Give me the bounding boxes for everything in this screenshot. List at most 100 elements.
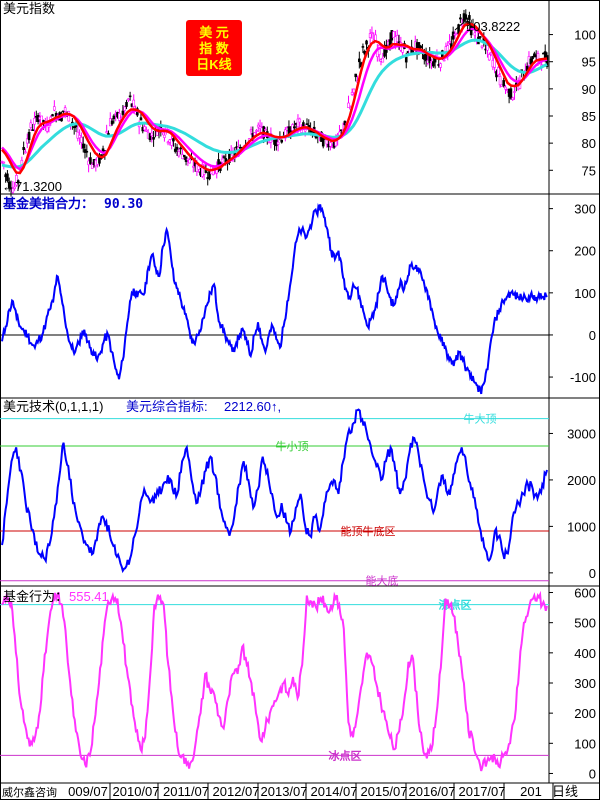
- y-tick-label-fund_behavior: 100: [574, 736, 596, 751]
- price-candle-body: [365, 40, 368, 45]
- price-candle-body: [128, 95, 132, 98]
- ref-label-bottom_big: 能大底: [366, 574, 399, 588]
- price-candle-body: [197, 165, 201, 170]
- date-tick-label: 2017/07: [459, 784, 506, 799]
- price-candle-body: [53, 106, 56, 111]
- ref-label-top_big: 牛大顶: [464, 412, 497, 426]
- price-candle-body: [329, 142, 332, 147]
- price-candle-body: [121, 110, 125, 115]
- price-candle-body: [15, 175, 18, 186]
- date-tick-label: 2011/07: [163, 784, 209, 799]
- price-candle-body: [256, 124, 260, 128]
- fund-power-title: 基金美指合力：: [2, 196, 94, 211]
- y-tick-label-fund_power: 200: [574, 244, 596, 259]
- price-moving-averages: [1, 22, 548, 175]
- price-candle-body: [513, 91, 516, 93]
- price-candle-body: [392, 31, 395, 38]
- price-candle-body: [298, 118, 302, 123]
- y-tick-label-tech: 2000: [567, 473, 596, 488]
- price-candle-body: [143, 126, 146, 131]
- price-candle-body: [112, 115, 116, 120]
- price-high-marker: [454, 21, 465, 31]
- price-candle-body: [284, 129, 287, 139]
- ref-label-top_small: 牛小顶: [276, 439, 309, 453]
- price-candle-body: [280, 139, 284, 143]
- price-candle-body: [439, 63, 442, 68]
- date-tick-label: 2013/07: [261, 784, 308, 799]
- price-candle-body: [105, 131, 108, 134]
- badge-line-1: 美 元: [199, 25, 229, 40]
- price-candle-body: [90, 164, 94, 169]
- price-candle-body: [352, 88, 356, 93]
- tech-index-line: [1, 408, 548, 574]
- date-tick-label: 2012/07: [213, 784, 260, 799]
- price-candle-body: [255, 130, 258, 132]
- indicator-lines: [1, 203, 548, 772]
- price-candle-body: [478, 36, 482, 38]
- price-candle-body: [145, 130, 148, 132]
- price-candle-body: [404, 56, 408, 63]
- price-candle-body: [132, 99, 136, 107]
- y-tick-label-fund_behavior: 300: [574, 676, 596, 691]
- y-tick-label-fund_power: -100: [570, 370, 596, 385]
- fund-behavior-line: [1, 590, 548, 772]
- date-tick-label: 201: [520, 784, 542, 799]
- price-candle-body: [177, 151, 181, 157]
- price-candle-body: [191, 165, 195, 168]
- price-candle-body: [464, 14, 468, 20]
- price-candle-body: [489, 52, 493, 55]
- ref-label-freezing: 冰点区: [329, 748, 362, 762]
- date-tick-label: 2015/07: [361, 784, 408, 799]
- price-candle-body: [249, 129, 253, 132]
- price-candle-body: [127, 98, 130, 101]
- price-candle-body: [118, 113, 121, 121]
- ref-label-boiling: 沸点区: [439, 598, 472, 612]
- price-candle-body: [381, 57, 385, 63]
- y-tick-label-tech: 0: [589, 566, 596, 581]
- date-tick-label: 2014/07: [311, 784, 358, 799]
- price-candle-body: [264, 128, 267, 131]
- price-candle-body: [31, 129, 34, 131]
- price-candle-body: [293, 126, 296, 129]
- price-candle-body: [325, 139, 329, 145]
- y-tick-label-price: 80: [582, 136, 596, 151]
- price-candle-body: [2, 161, 6, 164]
- price-candle-body: [419, 45, 422, 49]
- price-candle-body: [529, 58, 533, 65]
- y-tick-label-tech: 3000: [567, 426, 596, 441]
- price-candle-body: [486, 45, 489, 51]
- price-candle-body: [347, 102, 350, 108]
- price-candle-body: [172, 138, 175, 142]
- price-candle-body: [442, 59, 446, 62]
- tech-panel-title: 美元技术(0,1,1,1): [3, 399, 103, 414]
- price-candle-body: [170, 139, 173, 146]
- price-candle-body: [487, 54, 491, 61]
- price-candle-body: [13, 186, 16, 189]
- price-candle-body: [78, 134, 81, 139]
- price-candle-body: [11, 188, 15, 193]
- price-candle-body: [152, 137, 155, 140]
- price-candle-body: [498, 76, 502, 86]
- date-axis: 威尔鑫咨询 日线 009/07 2010/07 2011/07 2012/07 2013…: [2, 783, 578, 800]
- price-candle-body: [222, 156, 226, 158]
- price-candle-body: [350, 92, 354, 95]
- price-candle-body: [24, 151, 27, 154]
- price-candle-body: [51, 114, 54, 117]
- tech-panel-value: 2212.60↑,: [224, 399, 281, 414]
- price-candle-body: [81, 143, 85, 149]
- y-tick-label-fund_power: 300: [574, 202, 596, 217]
- price-high-label: 103.8222: [466, 19, 520, 34]
- price-candle-body: [27, 131, 31, 141]
- y-tick-label-fund_power: 100: [574, 286, 596, 301]
- price-panel-title: 美元指数: [3, 1, 55, 16]
- price-candle-body: [175, 146, 179, 150]
- price-candle-body: [305, 123, 309, 125]
- price-candle-body: [238, 147, 242, 149]
- price-candle-body: [148, 133, 152, 141]
- fund-power-value: 90.30: [104, 197, 143, 212]
- price-candle-body: [110, 120, 114, 125]
- y-axis-ticks: 7580859095100-10001002003000100020003000…: [549, 28, 596, 781]
- price-candle-body: [448, 41, 451, 44]
- price-candle-body: [7, 181, 11, 189]
